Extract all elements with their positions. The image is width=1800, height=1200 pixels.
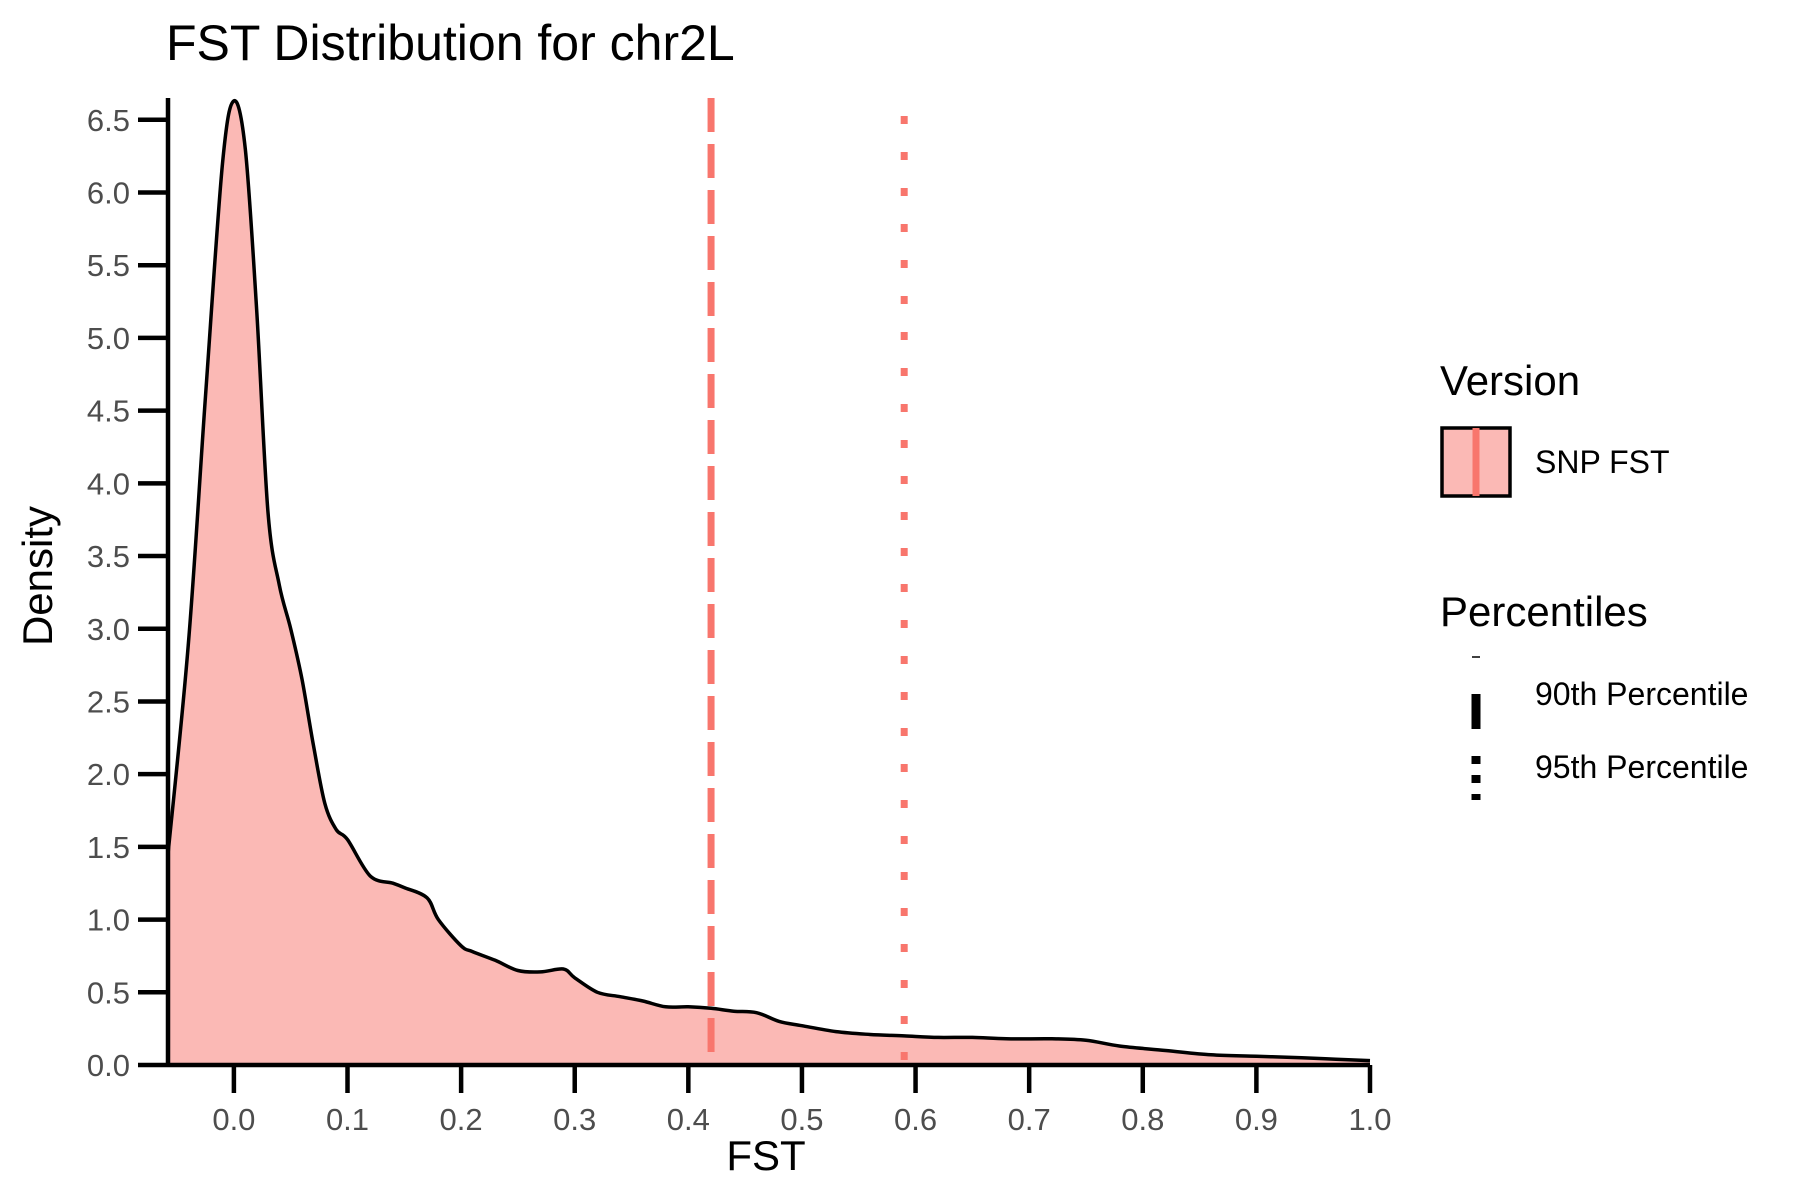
percentile-lines (707, 98, 908, 1065)
y-tick-label-8: 4.0 (87, 466, 130, 501)
x-tick-label-5: 0.5 (780, 1102, 823, 1137)
y-axis-title: Density (14, 506, 61, 646)
x-tick-label-8: 0.8 (1121, 1102, 1164, 1137)
y-tick-label-1: 0.5 (87, 975, 130, 1010)
y-tick-label-5: 2.5 (87, 684, 130, 719)
plot-area (166, 98, 1371, 1065)
y-tick-label-6: 3.0 (87, 612, 130, 647)
legend-90th-label: 90th Percentile (1535, 676, 1748, 712)
x-tick-label-6: 0.6 (894, 1102, 937, 1137)
density-line (166, 99, 1371, 1063)
y-tick-label-11: 5.5 (87, 248, 130, 283)
legend: Version SNP FST Percentiles 90th Percent… (1440, 357, 1748, 800)
x-tick-label-0: 0.0 (212, 1102, 255, 1137)
x-tick-label-7: 0.7 (1008, 1102, 1051, 1137)
y-tick-label-9: 4.5 (87, 394, 130, 429)
y-tick-label-0: 0.0 (87, 1048, 130, 1083)
x-tick-label-9: 0.9 (1235, 1102, 1278, 1137)
y-tick-label-13: 6.5 (87, 103, 130, 138)
chart-title: FST Distribution for chr2L (166, 15, 735, 71)
x-tick-label-2: 0.2 (440, 1102, 483, 1137)
density-area (168, 100, 1370, 1065)
y-tick-label-4: 2.0 (87, 757, 130, 792)
x-axis: 0.0 0.1 0.2 0.3 0.4 0.5 0.6 0.7 0.8 0.9 1.0 (168, 1062, 1392, 1137)
legend-version-label: SNP FST (1535, 444, 1670, 480)
x-axis-title: FST (726, 1132, 805, 1179)
y-tick-label-2: 1.0 (87, 903, 130, 938)
x-tick-label-10: 1.0 (1348, 1102, 1391, 1137)
x-tick-label-4: 0.4 (667, 1102, 710, 1137)
y-tick-label-7: 3.5 (87, 539, 130, 574)
x-tick-label-1: 0.1 (326, 1102, 369, 1137)
legend-95th-label: 95th Percentile (1535, 749, 1748, 785)
legend-version-title: Version (1440, 357, 1580, 404)
legend-percentiles-title: Percentiles (1440, 588, 1648, 635)
y-tick-label-10: 5.0 (87, 321, 130, 356)
y-axis: 0.0 0.5 1.0 1.5 2.0 2.5 3.0 3.5 4.0 4.5 5.0 5.5 6.0 6… (87, 98, 171, 1083)
y-tick-label-3: 1.5 (87, 830, 130, 865)
y-tick-label-12: 6.0 (87, 176, 130, 211)
x-tick-label-3: 0.3 (553, 1102, 596, 1137)
